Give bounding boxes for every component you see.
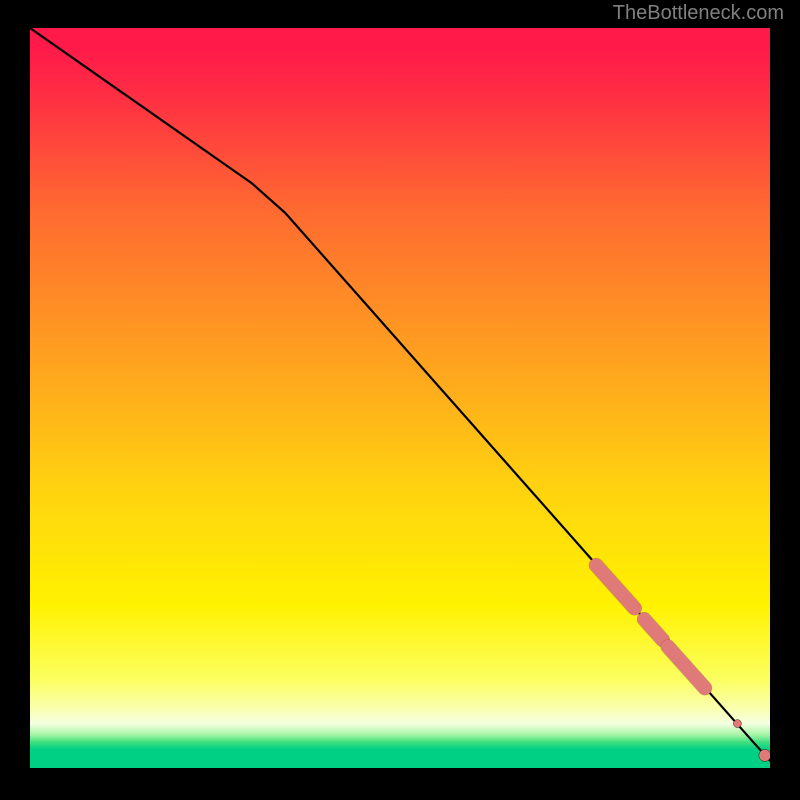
bottleneck-gradient-chart [30, 28, 770, 768]
chart-background [30, 28, 770, 768]
chart-svg [30, 28, 770, 768]
watermark-label: TheBottleneck.com [613, 2, 784, 25]
